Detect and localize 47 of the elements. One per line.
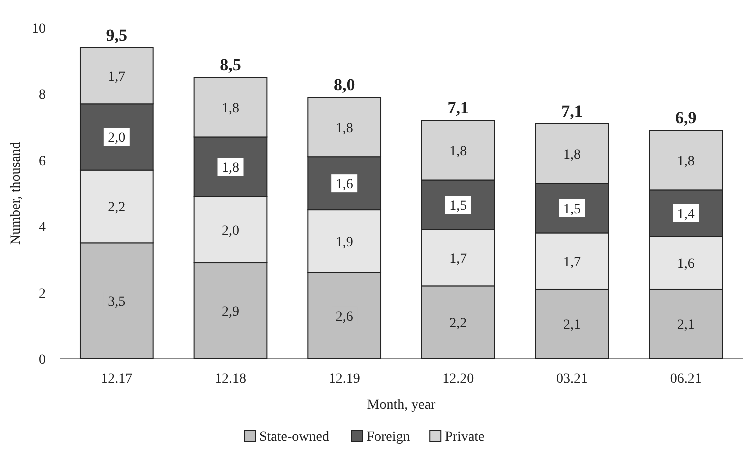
total-label: 8,5: [220, 56, 242, 75]
data-label: 2,0: [108, 131, 126, 146]
y-tick-label: 4: [39, 220, 46, 236]
data-label: 1,7: [450, 252, 468, 268]
data-label: 1,8: [450, 144, 468, 160]
total-label: 7,1: [448, 98, 470, 118]
data-label: 2,1: [677, 318, 695, 334]
data-label: 1,8: [677, 154, 695, 170]
data-label: 1,4: [677, 207, 695, 222]
y-tick-label: 8: [39, 88, 46, 104]
data-label: 1,8: [222, 161, 240, 176]
data-label: 1,9: [336, 235, 354, 250]
y-axis-title: Number, thousand: [9, 142, 24, 245]
data-label: 2,6: [336, 310, 354, 325]
x-tick-label: 12.20: [442, 372, 474, 387]
total-label: 7,1: [562, 102, 583, 121]
data-label: 2,2: [450, 316, 468, 332]
data-label: 1,8: [222, 101, 240, 116]
data-label: 1,7: [108, 70, 126, 85]
legend-label: Private: [445, 430, 485, 445]
data-label: 2,9: [222, 305, 240, 320]
data-label: 1,5: [564, 202, 581, 218]
x-tick-label: 03.21: [556, 372, 588, 387]
x-tick-label: 12.17: [101, 372, 133, 387]
data-label: 2,0: [222, 224, 240, 239]
legend-label: State-owned: [260, 430, 330, 445]
data-label: 1,6: [336, 178, 354, 193]
y-tick-label: 0: [39, 353, 46, 368]
y-tick-label: 6: [39, 154, 46, 170]
x-tick-label: 12.19: [328, 372, 360, 387]
data-label: 2,1: [564, 318, 581, 334]
x-tick-label: 12.18: [215, 372, 246, 387]
data-label: 1,8: [564, 148, 581, 163]
data-label: 1,6: [677, 257, 695, 272]
x-tick-label: 06.21: [670, 372, 702, 387]
data-label: 3,5: [108, 295, 126, 310]
data-label: 1,8: [336, 121, 354, 136]
total-label: 6,9: [675, 108, 697, 128]
y-tick-label: 10: [32, 22, 46, 37]
y-tick-label: 2: [39, 286, 46, 302]
x-axis-title: Month, year: [367, 398, 436, 413]
total-label: 8,0: [334, 76, 356, 95]
data-label: 1,7: [564, 255, 581, 270]
legend-label: Foreign: [366, 430, 410, 445]
total-label: 9,5: [106, 26, 128, 45]
data-label: 1,5: [450, 199, 468, 214]
data-label: 2,2: [108, 200, 126, 216]
